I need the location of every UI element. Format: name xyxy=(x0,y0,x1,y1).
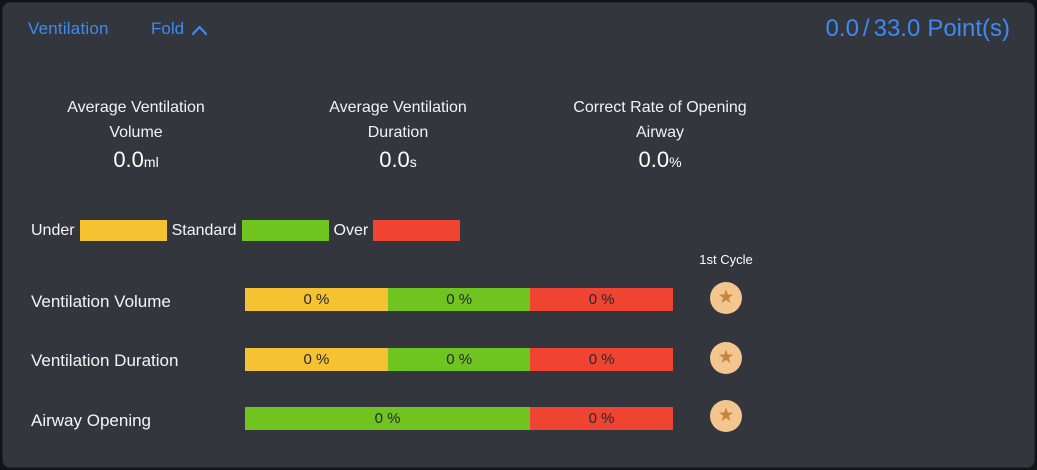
legend-swatch-over xyxy=(373,220,461,241)
cycle-badge-ventilation-volume: ★ xyxy=(710,282,742,314)
stat-average-ventilation-duration: Average Ventilation Duration 0.0s xyxy=(267,95,529,176)
score-separator: / xyxy=(862,15,870,42)
score-current: 0.0 xyxy=(825,15,859,42)
stat-value: 0.0% xyxy=(638,147,682,172)
chevron-up-icon xyxy=(191,25,208,35)
bar-segment-standard: 0 % xyxy=(387,288,531,311)
bar-ventilation-duration: 0 % 0 % 0 % xyxy=(245,348,673,371)
star-icon: ★ xyxy=(717,404,735,426)
stat-unit: % xyxy=(669,154,682,170)
stat-unit: s xyxy=(409,154,417,170)
bar-segment-over: 0 % xyxy=(530,348,673,371)
row-label-airway-opening: Airway Opening xyxy=(31,411,152,430)
score-unit: Point(s) xyxy=(927,15,1010,42)
legend-swatch-standard xyxy=(241,220,329,241)
bar-segment-standard: 0 % xyxy=(387,348,531,371)
cycle-column-header: 1st Cycle xyxy=(699,252,753,267)
legend-label-under: Under xyxy=(31,221,75,239)
cycle-badge-ventilation-duration: ★ xyxy=(710,342,742,374)
panel-header: Ventilation Fold 0.0/33.0 Point(s) xyxy=(28,15,1010,51)
cycle-badge-airway-opening: ★ xyxy=(710,400,742,432)
stat-label-line2: Duration xyxy=(367,124,429,141)
row-label-ventilation-duration: Ventilation Duration xyxy=(31,351,179,370)
stat-label-line1: Average Ventilation xyxy=(329,99,467,116)
fold-label: Fold xyxy=(151,19,185,38)
score-total: 33.0 xyxy=(873,15,921,42)
bar-segment-standard: 0 % xyxy=(245,407,531,430)
panel-title: Ventilation xyxy=(28,19,109,38)
bar-airway-opening: 0 % 0 % xyxy=(245,407,673,430)
bar-ventilation-volume: 0 % 0 % 0 % xyxy=(245,288,673,311)
score-display: 0.0/33.0 Point(s) xyxy=(826,15,1010,43)
stat-label-line1: Correct Rate of Opening xyxy=(573,99,747,116)
bar-segment-under: 0 % xyxy=(245,348,388,371)
star-icon: ★ xyxy=(717,346,735,368)
fold-toggle[interactable]: Fold xyxy=(151,19,208,39)
stat-correct-rate-opening-airway: Correct Rate of Opening Airway 0.0% xyxy=(529,95,791,176)
stat-label-line2: Volume xyxy=(109,124,163,141)
legend-label-over: Over xyxy=(333,221,369,239)
legend-label-standard: Standard xyxy=(171,221,237,239)
stat-label-line1: Average Ventilation xyxy=(67,99,205,116)
stat-value: 0.0s xyxy=(379,147,417,172)
stat-value: 0.0ml xyxy=(113,147,159,172)
bar-segment-under: 0 % xyxy=(245,288,388,311)
stat-label-line2: Airway xyxy=(635,124,684,141)
legend-swatch-under xyxy=(79,220,167,241)
legend: Under Standard Over xyxy=(31,220,461,241)
stat-average-ventilation-volume: Average Ventilation Volume 0.0ml xyxy=(5,95,267,176)
star-icon: ★ xyxy=(717,286,735,308)
stat-unit: ml xyxy=(143,154,159,170)
bar-segment-over: 0 % xyxy=(530,407,673,430)
bar-segment-over: 0 % xyxy=(530,288,673,311)
stats-row: Average Ventilation Volume 0.0ml Average… xyxy=(5,95,791,176)
row-label-ventilation-volume: Ventilation Volume xyxy=(31,292,171,311)
